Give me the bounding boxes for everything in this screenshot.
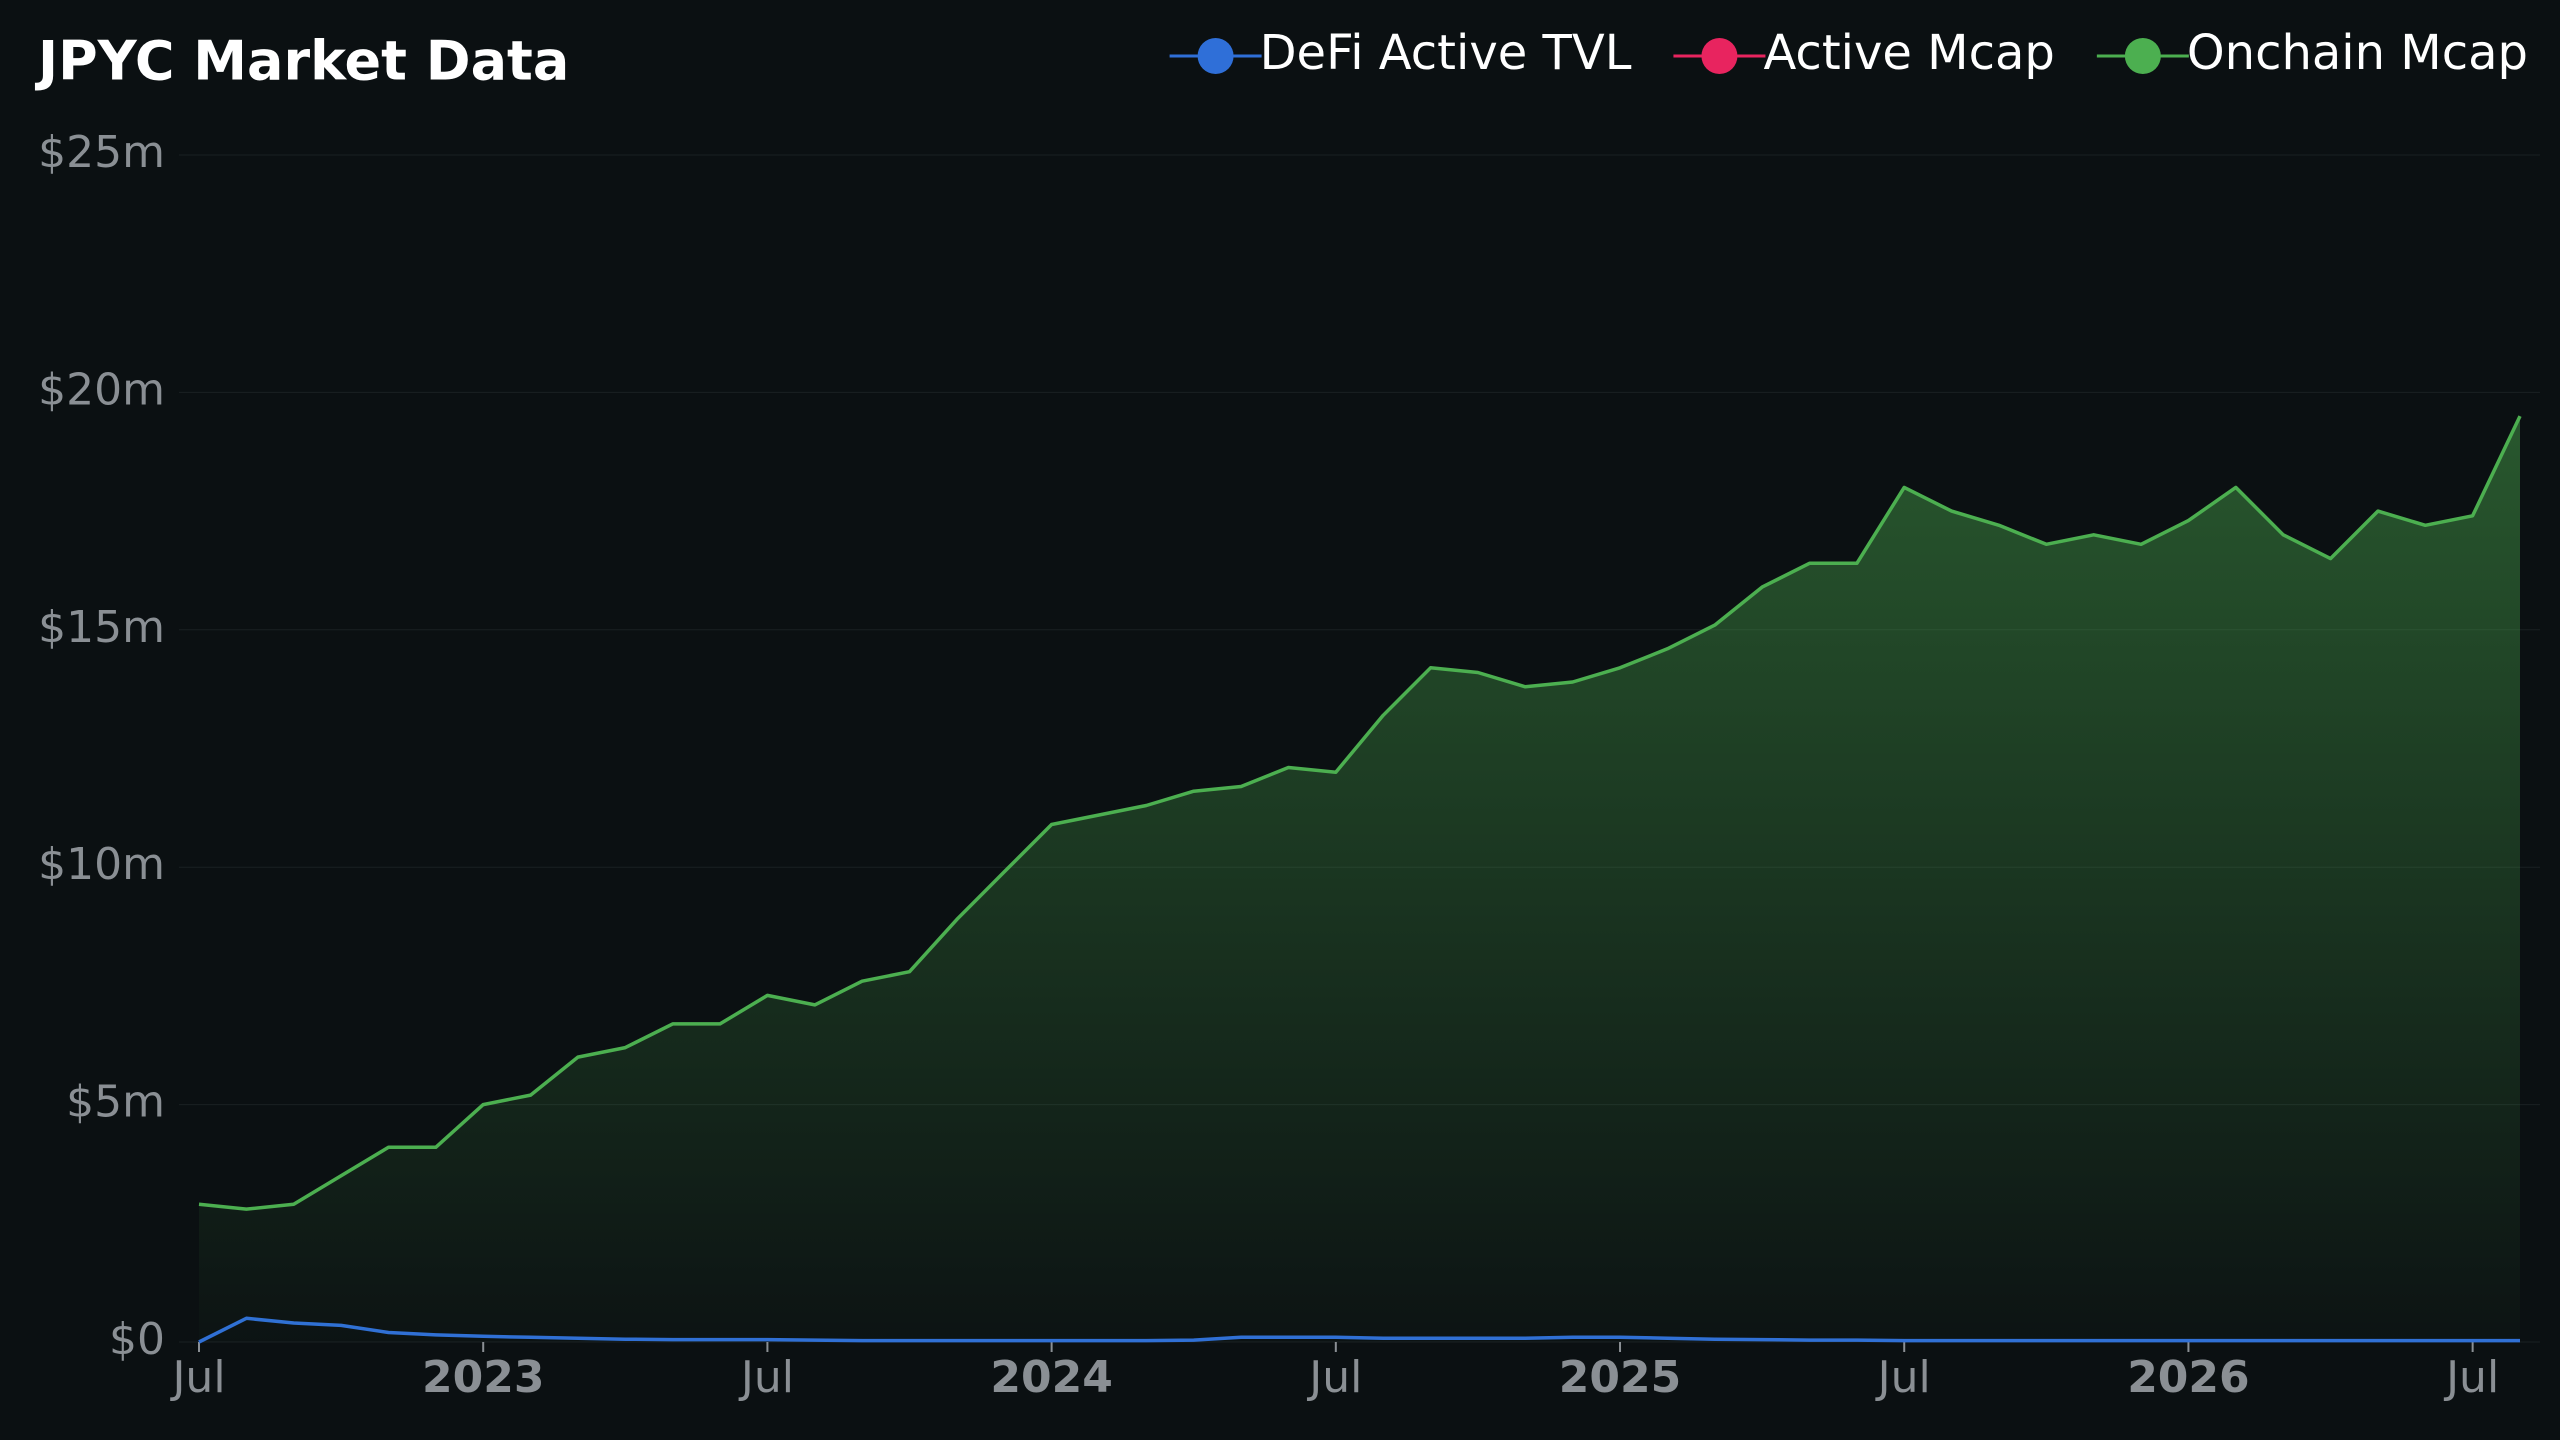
legend-label: Onchain Mcap <box>2187 25 2528 81</box>
legend-label: DeFi Active TVL <box>1260 25 1632 81</box>
legend-label: Active Mcap <box>1763 25 2054 81</box>
x-tick-label: Jul <box>169 1352 225 1403</box>
y-tick-label: $20m <box>38 364 165 415</box>
legend-marker <box>1197 38 1234 74</box>
y-tick-label: $10m <box>38 839 165 890</box>
area <box>199 416 2520 1343</box>
x-tick-label: Jul <box>1875 1352 1931 1403</box>
x-tick-label: Jul <box>2443 1352 2499 1403</box>
y-tick-label: $25m <box>38 127 165 178</box>
y-tick-label: $5m <box>66 1077 165 1128</box>
x-tick-label: 2024 <box>990 1352 1112 1403</box>
y-tick-label: $15m <box>38 602 165 653</box>
x-tick-label: Jul <box>1306 1352 1362 1403</box>
x-tick-label: Jul <box>738 1352 794 1403</box>
chart-title: JPYC Market Data <box>34 30 569 93</box>
y-tick-label: $0 <box>109 1314 165 1365</box>
legend-marker <box>2124 38 2161 74</box>
x-tick-label: 2025 <box>1559 1352 1681 1403</box>
series-line <box>198 415 2522 1211</box>
x-tick-label: 2026 <box>2127 1352 2249 1403</box>
legend-marker <box>1701 38 1738 74</box>
x-tick-label: 2023 <box>422 1352 544 1403</box>
